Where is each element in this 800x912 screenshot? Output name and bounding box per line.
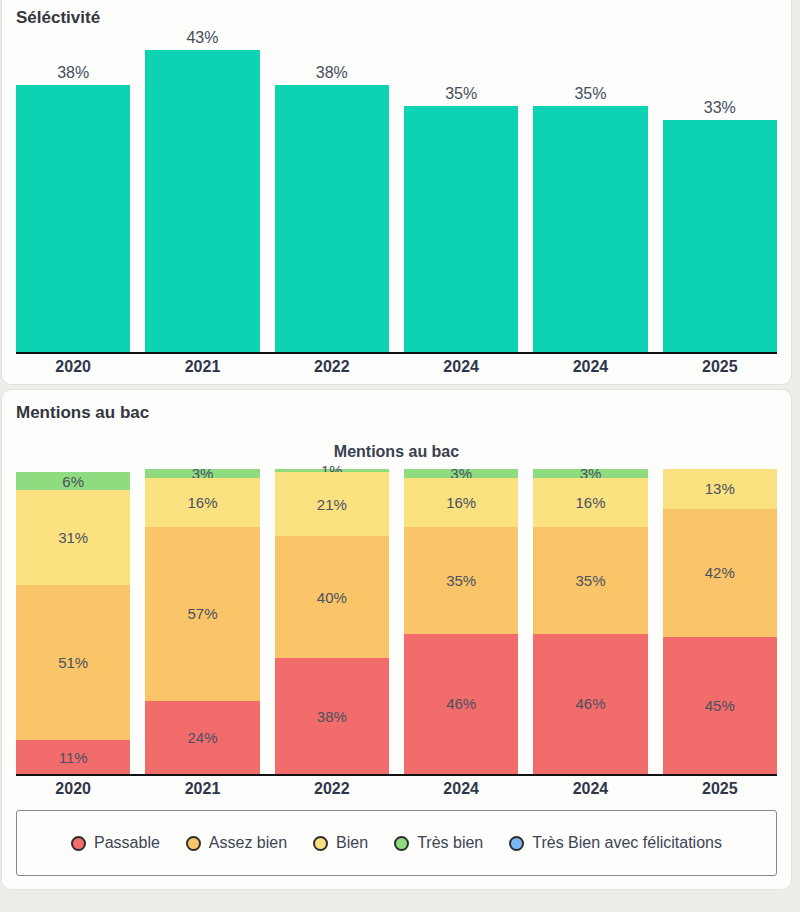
stacked-bar: 13%42%45%: [663, 469, 777, 774]
bar-slot: 35%: [533, 85, 647, 352]
legend-marker-icon: [509, 836, 524, 851]
x-axis-label: 2024: [533, 358, 647, 378]
mentions-chart-plot: 6%31%51%11%3%16%57%24%1%21%40%38%3%16%35…: [16, 469, 777, 776]
stack-segment[interactable]: 31%: [16, 490, 130, 585]
mentions-chart-title: Mentions au bac: [16, 443, 777, 461]
legend-marker-icon: [313, 836, 328, 851]
selectivity-card: Séléctivité 38%43%38%35%35%33% 202020212…: [1, 0, 792, 385]
x-axis-label: 2021: [145, 780, 259, 800]
legend-item-label: Assez bien: [209, 834, 287, 852]
legend-item-label: Passable: [94, 834, 160, 852]
stack-segment[interactable]: 11%: [16, 740, 130, 774]
bar-value-label: 43%: [145, 29, 259, 47]
bar-slot: 33%: [663, 99, 777, 352]
selectivity-bar[interactable]: [663, 120, 777, 352]
stack-segment[interactable]: 35%: [404, 527, 518, 634]
bar-slot: 43%: [145, 29, 259, 352]
stack-segment[interactable]: 46%: [533, 634, 647, 774]
legend-item[interactable]: Bien: [313, 834, 368, 852]
legend-item[interactable]: Très bien: [394, 834, 483, 852]
x-axis-label: 2024: [404, 358, 518, 378]
x-axis-label: 2025: [663, 780, 777, 800]
selectivity-chart-plot: 38% 43% 38% 35% 35% 33%: [16, 30, 777, 354]
legend-item[interactable]: Très Bien avec félicitations: [509, 834, 722, 852]
stacked-bar: 3%16%57%24%: [145, 469, 259, 774]
stack-segment[interactable]: 16%: [533, 478, 647, 527]
x-axis-label: 2020: [16, 780, 130, 800]
legend-item[interactable]: Passable: [71, 834, 160, 852]
bar-value-label: 35%: [404, 85, 518, 103]
stack-segment[interactable]: 16%: [404, 478, 518, 527]
stacked-bar: 3%16%35%46%: [533, 469, 647, 774]
stack-segment[interactable]: 16%: [145, 478, 259, 527]
legend-item-label: Très Bien avec félicitations: [532, 834, 722, 852]
legend-item-label: Très bien: [417, 834, 483, 852]
legend-marker-icon: [394, 836, 409, 851]
stack-segment[interactable]: 3%: [404, 469, 518, 478]
legend: Passable Assez bien Bien Très bien Très Bien…: [16, 810, 777, 876]
x-axis-label: 2022: [275, 358, 389, 378]
bar-value-label: 35%: [533, 85, 647, 103]
stack-segment[interactable]: 35%: [533, 527, 647, 634]
stack-segment[interactable]: 6%: [16, 472, 130, 490]
stack-segment[interactable]: 45%: [663, 637, 777, 774]
bar-slot: 35%: [404, 85, 518, 352]
legend-item-label: Bien: [336, 834, 368, 852]
selectivity-bar[interactable]: [145, 50, 259, 352]
stack-segment[interactable]: 51%: [16, 585, 130, 741]
x-axis-label: 2024: [533, 780, 647, 800]
stack-segment[interactable]: 57%: [145, 527, 259, 701]
legend-marker-icon: [71, 836, 86, 851]
legend-marker-icon: [186, 836, 201, 851]
stack-segment[interactable]: 38%: [275, 658, 389, 774]
selectivity-x-axis: 2020 2021 2022 2024 2024 2025: [16, 354, 777, 378]
stack-segment[interactable]: 3%: [145, 469, 259, 478]
bar-value-label: 38%: [16, 64, 130, 82]
selectivity-heading: Séléctivité: [16, 8, 777, 28]
bar-slot: 38%: [16, 64, 130, 352]
bar-value-label: 33%: [663, 99, 777, 117]
x-axis-label: 2022: [275, 780, 389, 800]
stacked-bar: 1%21%40%38%: [275, 469, 389, 774]
selectivity-bar[interactable]: [404, 106, 518, 352]
x-axis-label: 2024: [404, 780, 518, 800]
selectivity-bar[interactable]: [533, 106, 647, 352]
x-axis-label: 2021: [145, 358, 259, 378]
stack-segment[interactable]: 13%: [663, 469, 777, 509]
stacked-bar: 6%31%51%11%: [16, 469, 130, 774]
bar-value-label: 38%: [275, 64, 389, 82]
stacked-bar: 3%16%35%46%: [404, 469, 518, 774]
legend-item[interactable]: Assez bien: [186, 834, 287, 852]
bar-slot: 38%: [275, 64, 389, 352]
mentions-heading: Mentions au bac: [16, 403, 777, 423]
stack-segment[interactable]: 42%: [663, 509, 777, 637]
mentions-x-axis: 2020 2021 2022 2024 2024 2025: [16, 776, 777, 800]
stack-segment[interactable]: 46%: [404, 634, 518, 774]
stack-segment[interactable]: 24%: [145, 701, 259, 774]
x-axis-label: 2020: [16, 358, 130, 378]
selectivity-bar[interactable]: [275, 85, 389, 352]
stack-segment[interactable]: 3%: [533, 469, 647, 478]
mentions-card: Mentions au bac Mentions au bac 6%31%51%…: [1, 389, 792, 890]
stack-segment[interactable]: 40%: [275, 536, 389, 658]
stack-segment[interactable]: 21%: [275, 472, 389, 536]
selectivity-bar[interactable]: [16, 85, 130, 352]
x-axis-label: 2025: [663, 358, 777, 378]
